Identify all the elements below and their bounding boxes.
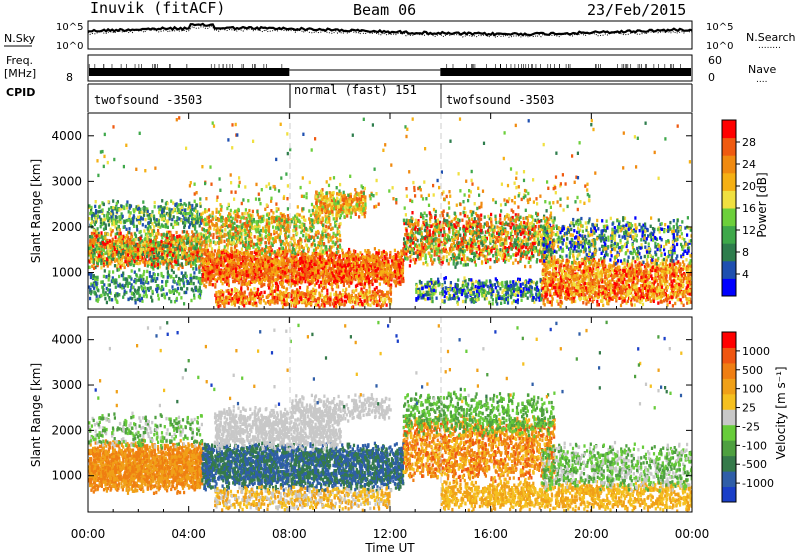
freq-tick-right-top: 60 bbox=[708, 54, 722, 67]
vel-yticks-label-1: 2000 bbox=[51, 423, 82, 437]
xtick-label-6: 00:00 bbox=[675, 527, 710, 541]
xtick-label-4: 16:00 bbox=[473, 527, 508, 541]
power-yticks-label-2: 3000 bbox=[51, 174, 82, 188]
velocity-heatmap bbox=[88, 320, 692, 512]
vcb-tick-1: 500 bbox=[742, 364, 763, 377]
vcb-tick-2: 100 bbox=[742, 383, 763, 396]
station-title: Inuvik (fitACF) bbox=[90, 0, 225, 17]
beam-title: Beam 06 bbox=[353, 1, 416, 19]
nsky-label: N.Sky bbox=[4, 32, 36, 45]
pcb-tick-5: 24 bbox=[742, 158, 756, 171]
cpid-segment-2: normal (fast) 151 bbox=[294, 83, 417, 97]
velocity-colorbar-label: Velocity [m s⁻¹] bbox=[774, 366, 788, 459]
nsearch-label: N.Search bbox=[746, 31, 796, 44]
pcb-tick-0: 4 bbox=[742, 268, 749, 281]
xaxis-label: Time UT bbox=[364, 541, 415, 554]
nsearch-legend-dots: ........ bbox=[758, 41, 781, 51]
cpid-segment-3: twofsound -3503 bbox=[446, 93, 554, 107]
nsearch-trace bbox=[87, 24, 693, 39]
power-colorbar-label: Power [dB] bbox=[755, 172, 769, 237]
vel-yticks-label-0: 1000 bbox=[51, 469, 82, 483]
freq-tick-right-bottom: 0 bbox=[708, 71, 715, 84]
power-yticks-label-1: 2000 bbox=[51, 220, 82, 234]
nsky-panel: N.Sky 10^5 10^0 10^5 10^0 N.Search .....… bbox=[4, 20, 796, 52]
vel-yticks-label-3: 4000 bbox=[51, 333, 82, 347]
power-panel: 1000 2000 3000 4000 Slant Range [km] bbox=[29, 112, 693, 310]
freq-tick-left: 8 bbox=[66, 71, 73, 84]
velocity-panel: 1000 2000 3000 4000 Slant Range [km] bbox=[29, 316, 693, 513]
vcb-tick-6: -500 bbox=[742, 458, 767, 471]
time-axis: 00:00 04:00 08:00 12:00 16:00 20:00 00:00 bbox=[71, 113, 710, 541]
xtick-label-5: 20:00 bbox=[574, 527, 609, 541]
vcb-tick-3: 25 bbox=[742, 402, 756, 415]
power-heatmap bbox=[88, 116, 692, 309]
vcb-tick-5: -100 bbox=[742, 439, 767, 452]
xtick-label-1: 04:00 bbox=[171, 527, 206, 541]
freq-label-bottom: [MHz] bbox=[4, 67, 36, 80]
nsky-trace bbox=[87, 22, 693, 37]
vcb-tick-4: -25 bbox=[742, 420, 760, 433]
power-yticks-label-0: 1000 bbox=[51, 266, 82, 280]
pcb-tick-6: 28 bbox=[742, 136, 756, 149]
vcb-tick-7: -1000 bbox=[742, 477, 774, 490]
freq-bars bbox=[88, 64, 691, 76]
nsky-tick-left-bottom: 10^0 bbox=[56, 41, 83, 52]
vel-yticks-label-2: 3000 bbox=[51, 378, 82, 392]
freq-panel: Freq. [MHz] 8 60 0 Nave .... bbox=[4, 54, 776, 85]
pcb-tick-1: 8 bbox=[742, 246, 749, 259]
vcb-tick-0: 1000 bbox=[742, 345, 770, 358]
xtick-label-3: 12:00 bbox=[373, 527, 408, 541]
cpid-row: CPID twofsound -3503 normal (fast) 151 t… bbox=[6, 83, 693, 112]
velocity-ylabel: Slant Range [km] bbox=[29, 363, 43, 467]
freq-label-top: Freq. bbox=[6, 54, 33, 67]
pcb-tick-2: 12 bbox=[742, 224, 756, 237]
nave-legend-dots: .... bbox=[756, 75, 767, 85]
nsky-tick-left-top: 10^5 bbox=[56, 22, 83, 33]
xtick-label-2: 08:00 bbox=[272, 527, 307, 541]
power-ylabel: Slant Range [km] bbox=[29, 159, 43, 263]
nsky-tick-right-bottom: 10^0 bbox=[706, 41, 733, 52]
velocity-colorbar: 1000 500 100 25 -25 -100 -500 -1000 Velocity [m… bbox=[721, 331, 788, 503]
pcb-tick-3: 16 bbox=[742, 202, 756, 215]
date-title: 23/Feb/2015 bbox=[587, 1, 686, 19]
xtick-label-0: 00:00 bbox=[71, 527, 106, 541]
power-yticks-label-3: 4000 bbox=[51, 129, 82, 143]
cpid-segment-1: twofsound -3503 bbox=[94, 93, 202, 107]
power-colorbar: 4 8 12 16 20 24 28 Power [dB] bbox=[721, 119, 769, 297]
nave-label: Nave bbox=[748, 63, 776, 76]
pcb-tick-4: 20 bbox=[742, 180, 756, 193]
cpid-label: CPID bbox=[6, 86, 35, 99]
nsky-tick-right-top: 10^5 bbox=[706, 22, 733, 33]
